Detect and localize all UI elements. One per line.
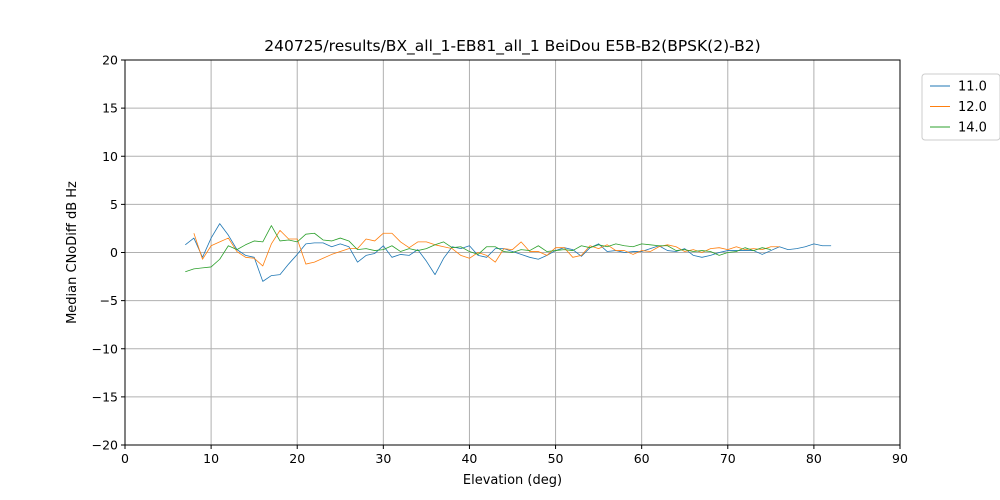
series-line-14-0: [185, 225, 771, 273]
x-tick-label: 90: [892, 451, 908, 466]
chart-title: 240725/results/BX_all_1-EB81_all_1 BeiDo…: [264, 37, 760, 56]
y-tick-label: 20: [102, 53, 118, 68]
y-axis-label: Median CNoDiff dB Hz: [65, 181, 80, 324]
legend-label: 11.0: [958, 80, 987, 95]
y-tick-label: 5: [110, 197, 118, 212]
x-tick-label: 30: [375, 451, 391, 466]
x-tick-label: 70: [720, 451, 736, 466]
x-tick-label: 0: [121, 451, 129, 466]
legend-box: [921, 73, 1000, 141]
x-tick-label: 60: [634, 451, 650, 466]
x-tick-label: 40: [461, 451, 477, 466]
legend-label: 14.0: [958, 121, 987, 136]
x-tick-label: 10: [203, 451, 219, 466]
legend: 11.0 12.0 14.0: [921, 73, 1000, 141]
y-tick-label: −20: [92, 438, 118, 453]
y-tick-label: 10: [102, 149, 118, 164]
axis-ticks: 0 10 20 30 40 50 60 70 80 90 −20 −15 −10 −5 0 5 10 15 20: [92, 53, 908, 467]
y-tick-label: 0: [110, 245, 118, 260]
x-axis-label: Elevation (deg): [463, 473, 562, 488]
series-layer: [185, 223, 832, 282]
x-tick-label: 50: [548, 451, 564, 466]
series-line-11-0: [185, 223, 832, 282]
x-tick-label: 80: [806, 451, 822, 466]
x-tick-label: 20: [289, 451, 305, 466]
legend-label: 12.0: [958, 100, 987, 115]
y-tick-label: −15: [92, 389, 118, 404]
y-tick-label: −10: [92, 341, 118, 356]
y-tick-label: −5: [100, 293, 118, 308]
y-tick-label: 15: [102, 101, 118, 116]
